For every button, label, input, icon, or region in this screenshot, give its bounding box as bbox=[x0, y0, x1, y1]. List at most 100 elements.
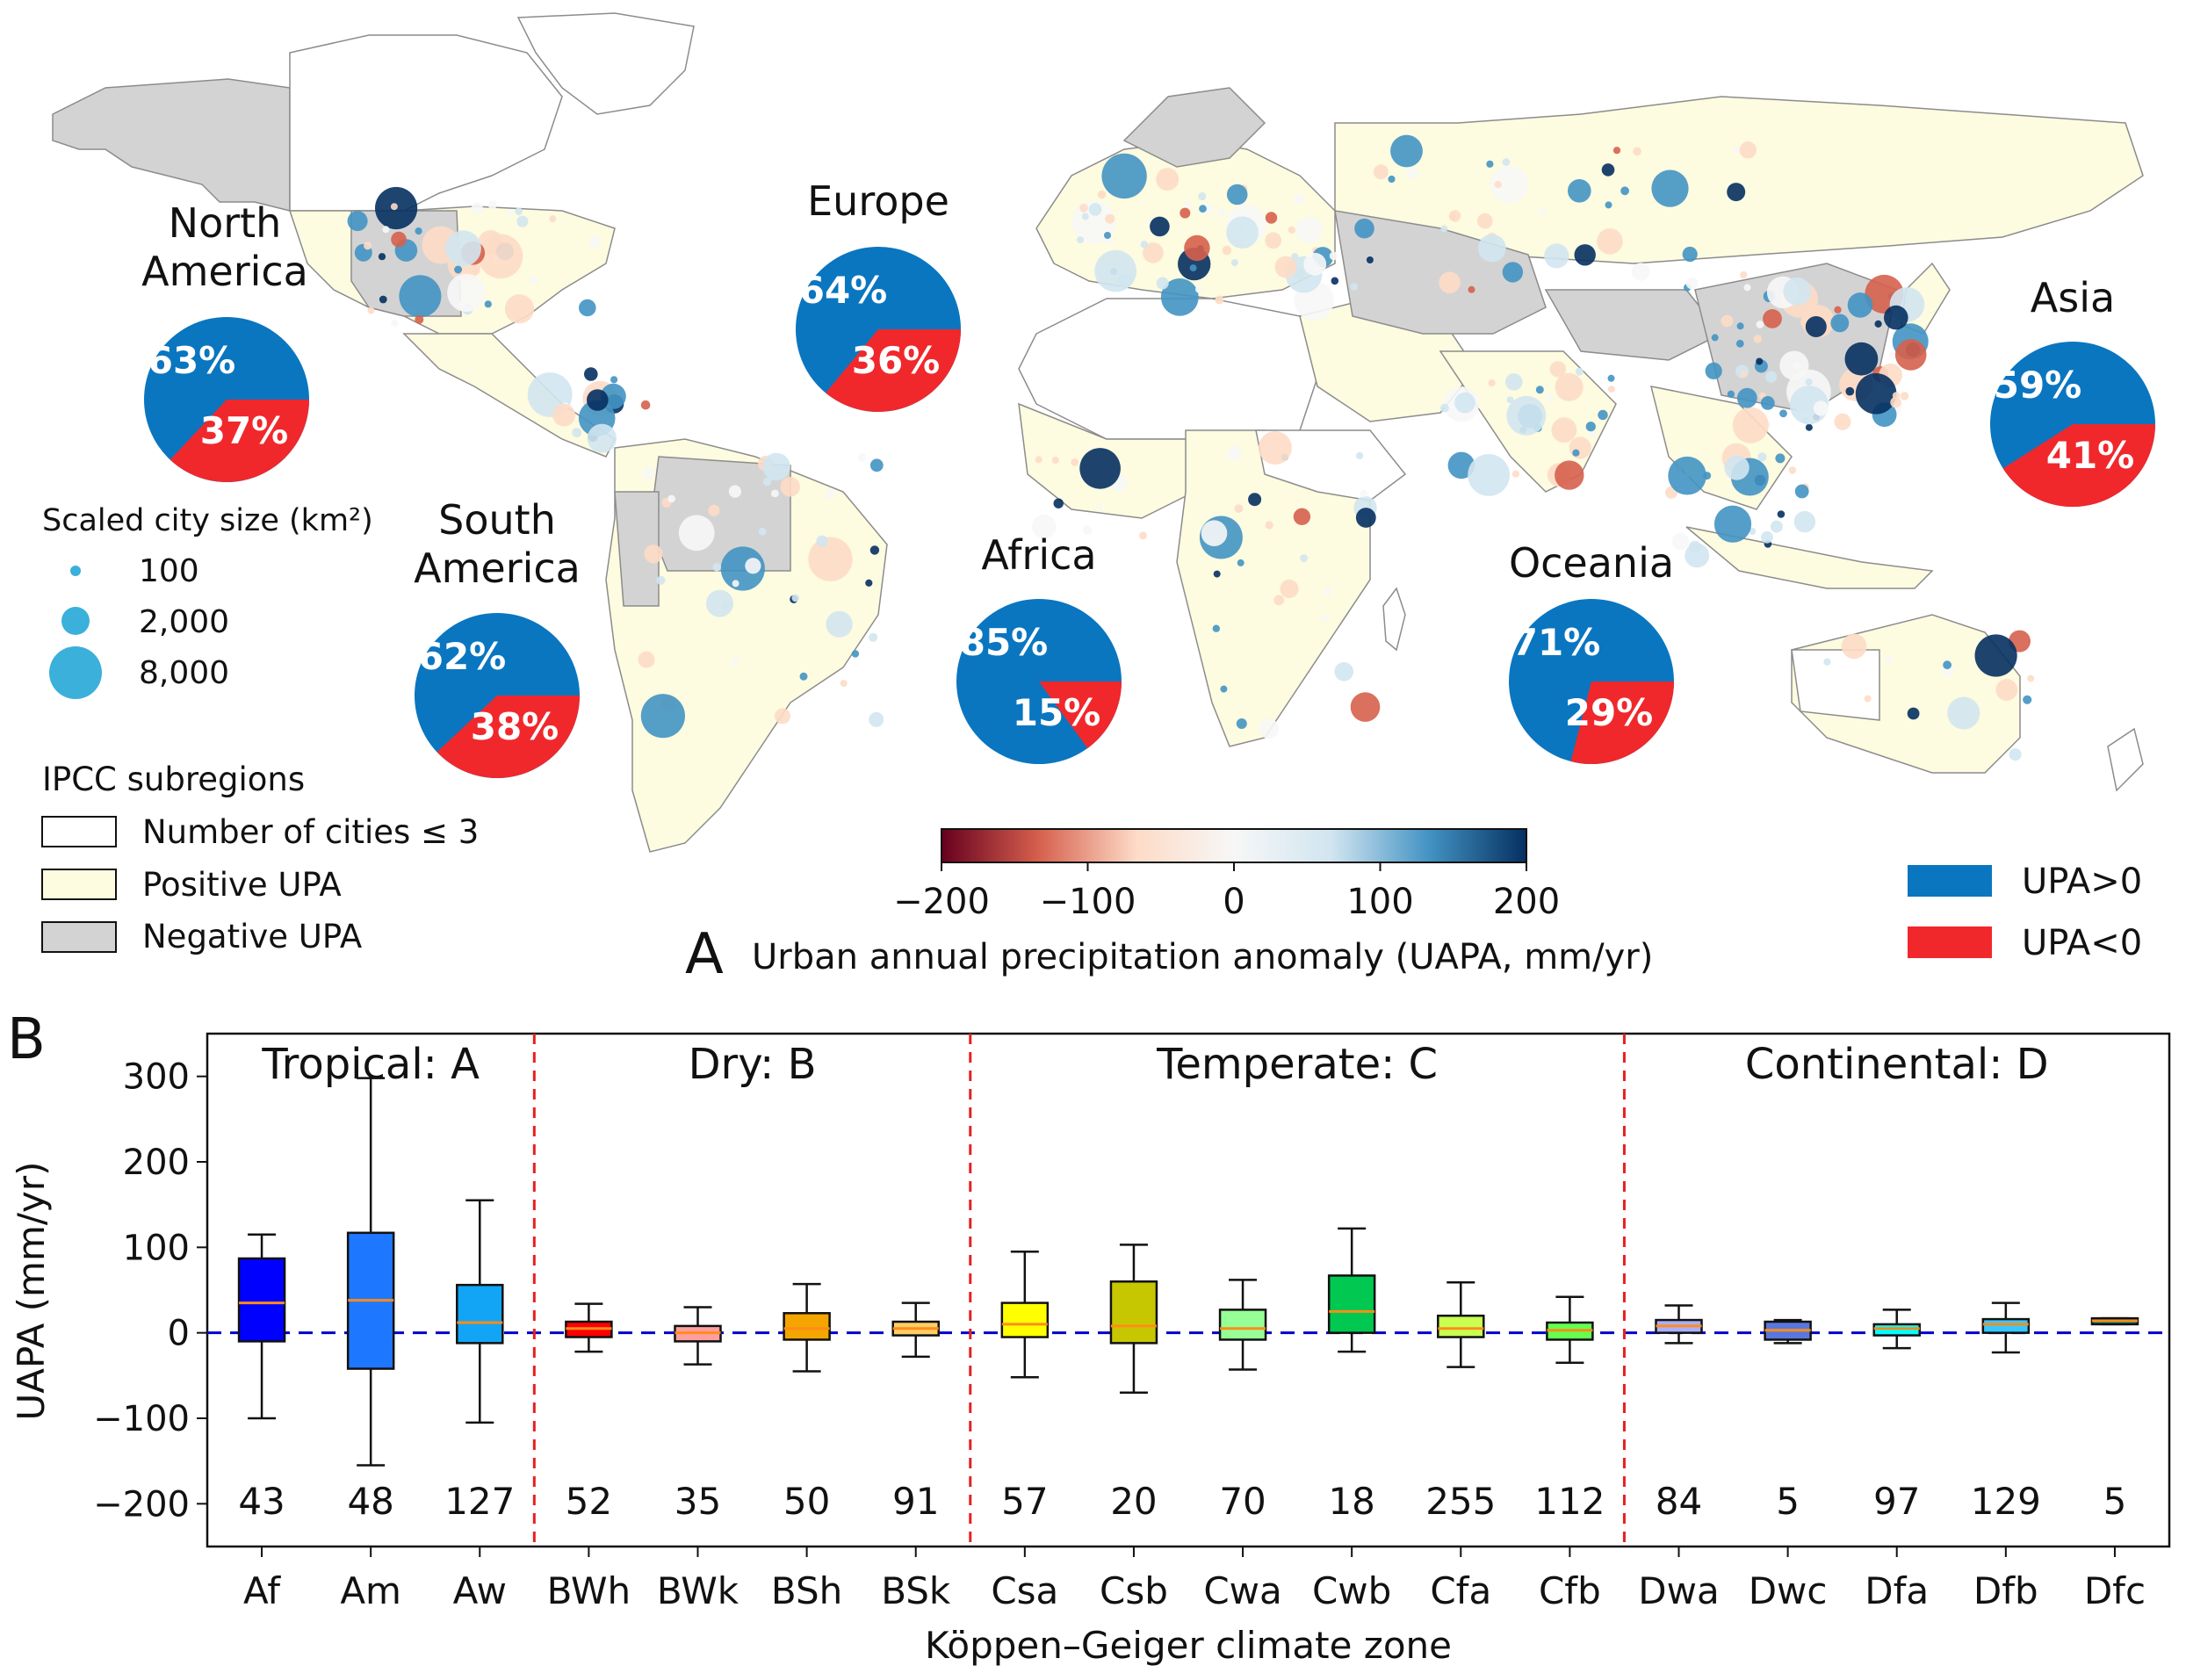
city-marker bbox=[584, 367, 598, 381]
city-markers bbox=[347, 134, 2035, 761]
city-marker bbox=[1494, 181, 1502, 189]
city-marker bbox=[1184, 234, 1210, 262]
sample-count: 97 bbox=[1873, 1480, 1920, 1523]
pie-oceania: 71% 29% Oceania bbox=[1509, 539, 1674, 764]
colorbar-label: Urban annual precipitation anomaly (UAPA… bbox=[752, 937, 1653, 977]
city-marker bbox=[1156, 168, 1180, 191]
city-marker bbox=[1711, 334, 1719, 342]
city-marker bbox=[391, 231, 407, 248]
city-marker bbox=[1555, 460, 1584, 490]
city-marker bbox=[1777, 510, 1786, 518]
box-iqr bbox=[1109, 1280, 1158, 1345]
continent-name: Asia bbox=[2031, 274, 2115, 321]
city-marker bbox=[1607, 386, 1615, 393]
pie-legend-label-negative: UPA<0 bbox=[2022, 923, 2142, 963]
city-marker bbox=[1237, 559, 1245, 566]
city-marker bbox=[1886, 655, 1894, 663]
pie-legend-swatch-negative bbox=[1908, 927, 1992, 958]
city-marker bbox=[1864, 695, 1872, 703]
city-marker bbox=[1538, 207, 1546, 215]
city-marker bbox=[447, 273, 486, 313]
x-tick-label: Cwa bbox=[1203, 1569, 1281, 1612]
city-marker bbox=[720, 546, 765, 591]
city-marker bbox=[1449, 213, 1457, 221]
city-marker bbox=[1160, 278, 1199, 316]
pie-slice-negative bbox=[170, 400, 309, 482]
city-marker bbox=[1331, 277, 1339, 285]
city-marker bbox=[1295, 217, 1323, 243]
city-marker bbox=[507, 209, 514, 217]
city-marker bbox=[1732, 145, 1741, 154]
city-marker bbox=[731, 657, 739, 665]
city-marker bbox=[780, 477, 800, 497]
city-marker bbox=[415, 314, 424, 324]
x-tick-label: Aw bbox=[453, 1569, 507, 1612]
city-marker bbox=[1813, 400, 1829, 416]
city-marker bbox=[1105, 213, 1115, 224]
city-marker bbox=[2027, 674, 2035, 682]
city-marker bbox=[825, 488, 836, 500]
sample-count: 5 bbox=[1776, 1480, 1800, 1523]
city-marker bbox=[1294, 194, 1304, 205]
x-tick-label: BWh bbox=[547, 1569, 631, 1612]
city-marker bbox=[1189, 264, 1197, 272]
box-iqr bbox=[1218, 1309, 1267, 1341]
x-tick-label: Dfb bbox=[1973, 1569, 2038, 1612]
city-marker bbox=[1779, 350, 1809, 380]
city-marker bbox=[1488, 379, 1496, 387]
city-marker bbox=[1739, 141, 1757, 159]
city-marker bbox=[1727, 183, 1746, 202]
city-marker bbox=[1511, 470, 1519, 478]
city-marker bbox=[1248, 493, 1262, 507]
city-marker bbox=[642, 466, 655, 479]
city-marker bbox=[1035, 456, 1042, 464]
city-marker bbox=[826, 610, 853, 638]
continent-name-line2: America bbox=[141, 248, 308, 295]
box-dfb: 129 Dfb bbox=[1971, 1301, 2041, 1612]
city-marker bbox=[1373, 164, 1389, 180]
city-marker bbox=[378, 253, 386, 261]
pie-slice-negative bbox=[2002, 424, 2155, 508]
x-tick-label: Dfa bbox=[1865, 1569, 1929, 1612]
colorbar: −200 −100 0 100 200 A Urban annual precipita… bbox=[685, 828, 1653, 987]
city-marker bbox=[1366, 256, 1374, 263]
city-marker bbox=[1763, 309, 1782, 328]
city-marker bbox=[1454, 392, 1475, 414]
region-new-zealand bbox=[2107, 727, 2144, 792]
city-marker bbox=[1440, 225, 1448, 233]
colorbar-tick-label: −100 bbox=[1040, 882, 1136, 922]
city-marker bbox=[644, 544, 663, 564]
city-marker bbox=[1227, 446, 1242, 461]
group-label: Continental: D bbox=[1745, 1040, 2049, 1089]
city-marker bbox=[1053, 498, 1064, 508]
city-marker bbox=[1805, 423, 1813, 431]
continent-name: Europe bbox=[807, 177, 949, 225]
city-marker bbox=[1288, 226, 1296, 234]
city-marker bbox=[1794, 484, 1809, 499]
y-tick-label: 300 bbox=[123, 1057, 190, 1098]
city-marker bbox=[1740, 370, 1748, 378]
city-marker bbox=[1355, 508, 1376, 528]
sample-count: 52 bbox=[566, 1480, 612, 1523]
city-marker bbox=[1551, 417, 1577, 443]
city-marker bbox=[1732, 407, 1769, 443]
city-marker bbox=[1760, 396, 1775, 410]
city-marker bbox=[1569, 436, 1591, 459]
city-marker bbox=[1139, 531, 1147, 540]
x-tick-label: Cfb bbox=[1539, 1569, 1601, 1612]
city-marker bbox=[1568, 179, 1591, 203]
city-marker bbox=[1079, 448, 1121, 489]
box-iqr bbox=[1437, 1314, 1485, 1338]
group-label: Dry: B bbox=[689, 1040, 817, 1089]
city-marker bbox=[1830, 314, 1850, 333]
city-marker bbox=[1506, 395, 1547, 436]
city-marker bbox=[454, 265, 463, 274]
city-marker bbox=[587, 423, 617, 453]
box-am: 48 Am bbox=[340, 1077, 401, 1612]
size-legend: Scaled city size (km²) 100 2,000 8,000 bbox=[42, 503, 373, 699]
city-marker bbox=[1156, 277, 1169, 290]
city-marker bbox=[1682, 246, 1698, 263]
y-tick-label: 100 bbox=[123, 1228, 190, 1268]
city-marker bbox=[515, 207, 523, 215]
city-marker bbox=[1360, 490, 1367, 498]
